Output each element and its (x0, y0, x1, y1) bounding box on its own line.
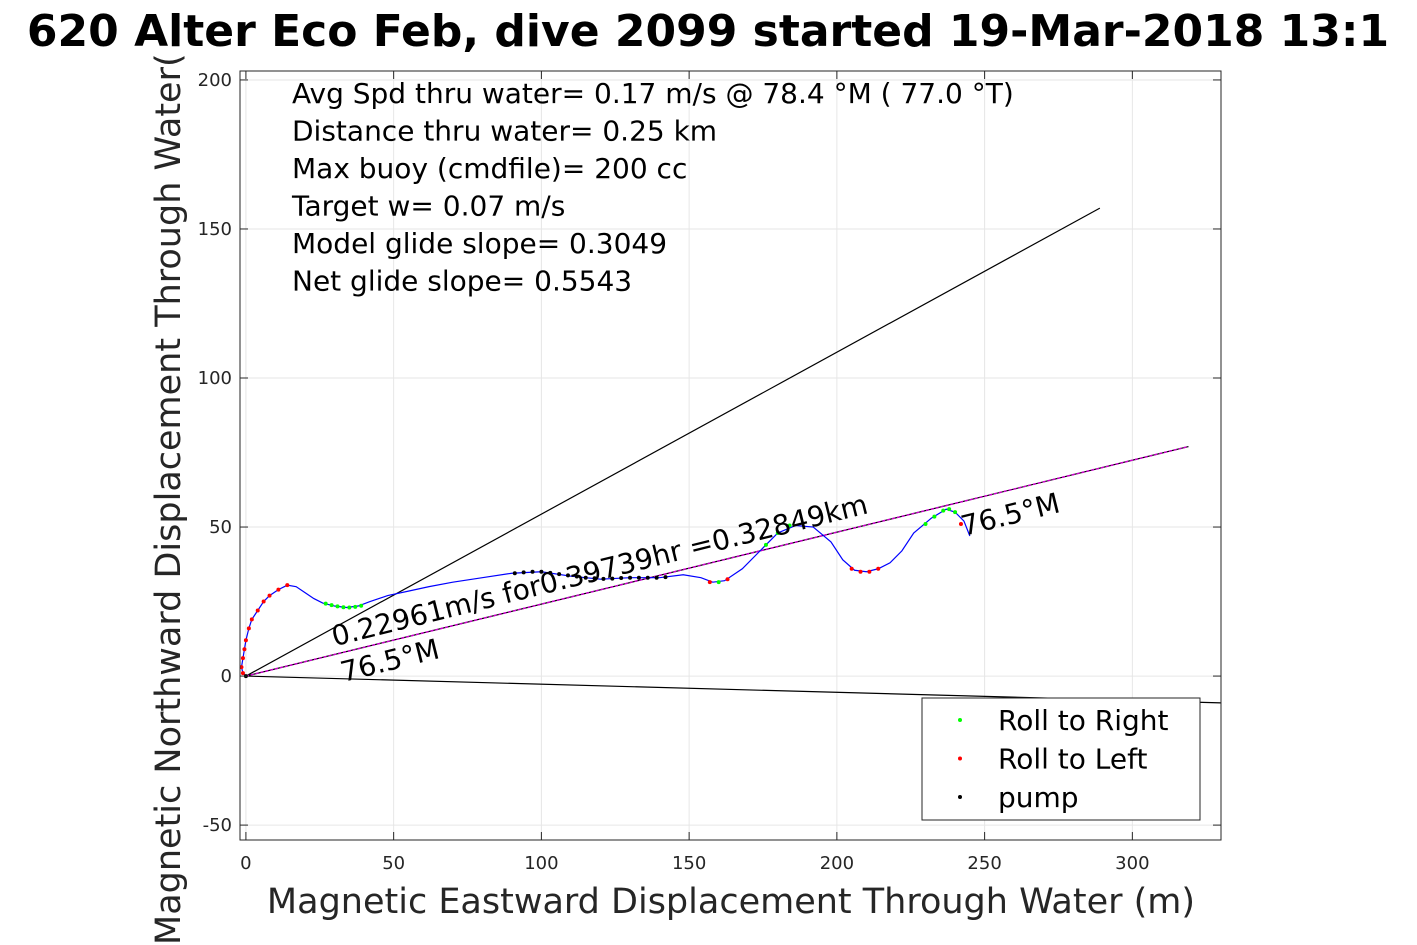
point-pump (601, 576, 606, 581)
info-line: Net glide slope= 0.5543 (292, 265, 632, 298)
point-roll-to-right (932, 514, 937, 519)
x-tick-label: 300 (1115, 853, 1149, 874)
x-tick-label: 100 (524, 853, 558, 874)
legend-label: Roll to Right (998, 704, 1169, 737)
point-pump (645, 575, 650, 580)
chart-title: 620 Alter Eco Feb, dive 2099 started 19-… (27, 6, 1389, 57)
axes-box (239, 70, 1222, 841)
point-roll-to-left (240, 656, 245, 661)
y-tick-label: 50 (209, 517, 232, 538)
point-roll-to-left (725, 577, 730, 582)
point-pump (521, 570, 526, 575)
point-roll-to-left (243, 638, 248, 643)
point-pump (592, 576, 597, 581)
point-roll-to-right (775, 530, 780, 535)
point-roll-to-left (276, 587, 281, 592)
point-roll-to-left (240, 671, 245, 676)
point-roll-to-left (267, 593, 272, 598)
point-pump (663, 575, 668, 580)
point-roll-to-left (858, 569, 863, 574)
data-points (239, 507, 963, 679)
reference-line-cone_upper (245, 207, 1101, 677)
y-tick-label: 0 (221, 666, 232, 687)
point-roll-to-right (347, 605, 352, 610)
y-axis-label: Magnetic Northward Displacement Through … (149, 53, 189, 945)
point-roll-to-left (242, 647, 247, 652)
y-tick-label: 200 (198, 70, 232, 91)
legend-marker (958, 718, 962, 722)
info-line: Model glide slope= 0.3049 (292, 227, 667, 260)
point-roll-to-right (341, 605, 346, 610)
point-pump (548, 570, 553, 575)
x-tick-label: 150 (672, 853, 706, 874)
point-roll-to-left (246, 626, 251, 631)
point-roll-to-right (941, 508, 946, 513)
point-pump (539, 569, 544, 574)
point-pump (610, 576, 615, 581)
info-line: Avg Spd thru water= 0.17 m/s @ 78.4 °M (… (292, 77, 1014, 110)
point-roll-to-left (707, 580, 712, 585)
point-pump (654, 575, 659, 580)
legend: Roll to Right Roll to Left pump (921, 697, 1201, 821)
point-roll-to-right (323, 601, 328, 606)
ticks: 0 50 100 150 200 250 300 -50 0 50 100 150 200 (198, 70, 1221, 874)
legend-marker (958, 756, 962, 761)
legend-label: Roll to Left (998, 743, 1147, 776)
x-tick-label: 50 (382, 853, 405, 874)
point-pump (628, 575, 633, 580)
point-pump (574, 574, 579, 579)
point-roll-to-right (359, 603, 364, 608)
point-pump (636, 575, 641, 580)
legend-marker (958, 795, 962, 799)
info-line: Max buoy (cmdfile)= 200 cc (292, 152, 687, 185)
point-roll-to-left (867, 569, 872, 574)
reference-line-net_direction_overlay (245, 445, 1189, 677)
info-line: Target w= 0.07 m/s (291, 190, 565, 223)
point-roll-to-right (923, 522, 928, 527)
point-roll-to-right (787, 523, 792, 528)
point-roll-to-right (947, 507, 952, 512)
point-roll-to-left (249, 617, 254, 622)
point-pump (583, 575, 588, 580)
point-roll-to-left (849, 566, 854, 571)
legend-label: pump (998, 781, 1079, 814)
point-pump (530, 569, 535, 574)
point-roll-to-left (255, 608, 260, 613)
info-text-block: Avg Spd thru water= 0.17 m/s @ 78.4 °M (… (291, 77, 1014, 298)
point-roll-to-left (285, 583, 290, 588)
point-pump (619, 576, 624, 581)
info-line: Distance thru water= 0.25 km (292, 115, 717, 148)
point-roll-to-left (876, 566, 881, 571)
point-roll-to-right (953, 510, 958, 515)
legend-box (921, 697, 1201, 821)
point-pump (512, 571, 517, 576)
point-roll-to-right (763, 542, 768, 547)
y-tick-label: -50 (203, 815, 232, 836)
point-roll-to-left (261, 599, 266, 604)
point-pump (565, 573, 570, 578)
point-roll-to-left (958, 522, 963, 527)
y-tick-label: 100 (198, 368, 232, 389)
y-tick-label: 150 (198, 219, 232, 240)
point-roll-to-right (716, 580, 721, 585)
point-roll-to-right (353, 604, 358, 609)
x-tick-label: 250 (967, 853, 1001, 874)
grid (240, 71, 1221, 840)
point-roll-to-right (335, 604, 340, 609)
x-tick-label: 200 (820, 853, 854, 874)
point-pump (557, 572, 562, 577)
x-tick-label: 0 (240, 853, 251, 874)
x-axis-label: Magnetic Eastward Displacement Through W… (267, 882, 1195, 922)
point-roll-to-right (329, 603, 334, 608)
